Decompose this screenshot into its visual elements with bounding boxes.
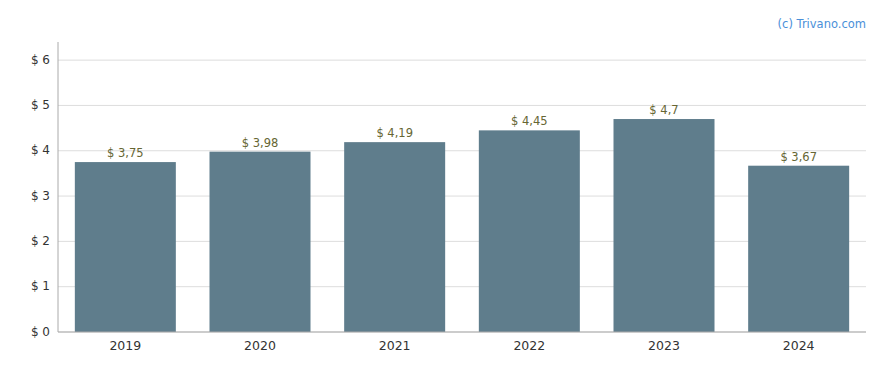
chart: $ 0 $ 1 $ 2 $ 3 $ 4 $ 5 $ 6 $ 3,75 $ 3,98 $ 4,19 $… (0, 0, 888, 370)
x-tick-label: 2020 (244, 338, 276, 353)
grid-line (58, 241, 866, 242)
bars (75, 119, 849, 332)
data-label: $ 3,67 (780, 150, 817, 164)
y-grid (58, 60, 866, 332)
x-tick-label: 2023 (648, 338, 680, 353)
x-tick-label: 2024 (783, 338, 815, 353)
bar (479, 130, 580, 332)
y-tick-label: $ 5 (31, 98, 50, 112)
data-label: $ 3,75 (107, 146, 144, 160)
y-tick-label: $ 6 (31, 53, 50, 67)
bar (210, 152, 311, 332)
grid-line (58, 196, 866, 197)
grid-line (58, 286, 866, 287)
y-tick-label: $ 3 (31, 189, 50, 203)
grid-line (58, 332, 866, 333)
bar (75, 162, 176, 332)
grid-line (58, 60, 866, 61)
grid-line (58, 105, 866, 106)
x-tick-label: 2021 (379, 338, 411, 353)
watermark: (c) Trivano.com (778, 17, 866, 31)
x-tick-label: 2022 (513, 338, 545, 353)
data-label: $ 4,7 (649, 103, 678, 117)
data-label: $ 3,98 (242, 136, 279, 150)
bar (748, 166, 849, 332)
x-tick-label: 2019 (109, 338, 141, 353)
y-tick-label: $ 1 (31, 279, 50, 293)
y-axis-line (58, 42, 59, 332)
y-tick-label: $ 4 (31, 143, 50, 157)
bar (614, 119, 715, 332)
x-axis-line (58, 332, 866, 333)
bar (344, 142, 445, 332)
data-label: $ 4,19 (376, 126, 413, 140)
grid-line (58, 150, 866, 151)
y-tick-label: $ 2 (31, 234, 50, 248)
y-tick-label: $ 0 (31, 325, 50, 339)
data-label: $ 4,45 (511, 114, 548, 128)
